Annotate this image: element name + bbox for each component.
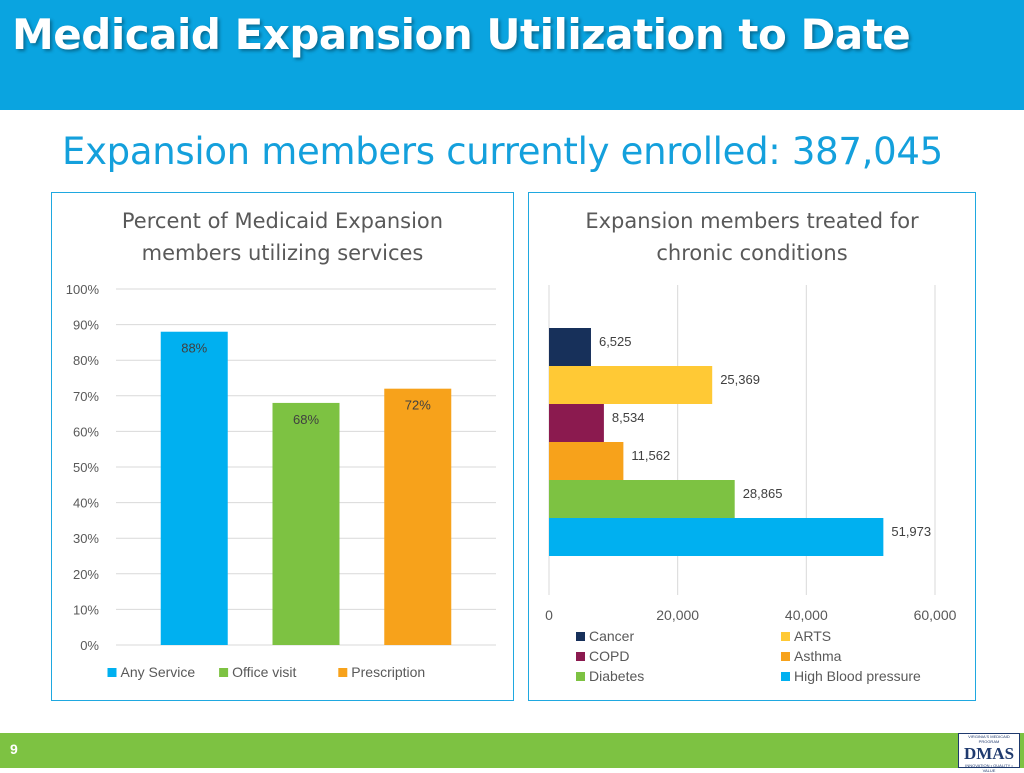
data-label: 28,865 bbox=[743, 486, 783, 501]
y-tick-label: 60% bbox=[73, 424, 99, 439]
utilization-chart-title-line-1: Percent of Medicaid Expansion bbox=[121, 209, 444, 233]
y-tick-label: 40% bbox=[73, 496, 99, 511]
header-bar: Medicaid Expansion Utilization to Date bbox=[0, 0, 1024, 110]
x-tick-label: 0 bbox=[545, 607, 553, 623]
legend-label: Prescription bbox=[351, 664, 425, 680]
logo-main-text: DMAS bbox=[963, 744, 1015, 763]
data-label: 8,534 bbox=[612, 410, 645, 425]
footer-bar: 9 bbox=[0, 733, 1024, 768]
utilization-chart-title: Percent of Medicaid Expansion members ut… bbox=[52, 205, 513, 269]
bar-cancer bbox=[549, 328, 591, 366]
y-tick-label: 80% bbox=[73, 353, 99, 368]
chronic-chart-title: Expansion members treated for chronic co… bbox=[529, 205, 975, 269]
legend-swatch-asthma bbox=[781, 652, 790, 661]
data-label: 72% bbox=[405, 398, 431, 413]
bar-office-visit bbox=[272, 402, 340, 645]
x-tick-label: 20,000 bbox=[656, 607, 699, 623]
y-tick-label: 50% bbox=[73, 460, 99, 475]
dmas-logo: VIRGINIA'S MEDICAID PROGRAM DMAS INNOVAT… bbox=[958, 733, 1020, 773]
data-label: 11,562 bbox=[631, 448, 670, 463]
y-tick-label: 100% bbox=[66, 282, 100, 297]
chronic-chart-title-line-1: Expansion members treated for bbox=[585, 209, 919, 233]
data-label: 68% bbox=[293, 412, 319, 427]
legend-swatch-arts bbox=[781, 632, 790, 641]
legend-label: High Blood pressure bbox=[794, 668, 921, 684]
legend-label: Diabetes bbox=[589, 668, 644, 684]
logo-top-text: VIRGINIA'S MEDICAID PROGRAM bbox=[968, 734, 1010, 744]
y-tick-label: 10% bbox=[73, 602, 99, 617]
legend-swatch-office-visit bbox=[219, 668, 229, 677]
data-label: 51,973 bbox=[891, 524, 931, 539]
y-tick-label: 20% bbox=[73, 567, 99, 582]
bar-any-service bbox=[160, 331, 228, 645]
bar-arts bbox=[549, 366, 713, 404]
legend-label: Office visit bbox=[232, 664, 296, 680]
y-tick-label: 30% bbox=[73, 531, 99, 546]
page-title: Medicaid Expansion Utilization to Date bbox=[12, 10, 911, 59]
legend-label: COPD bbox=[589, 648, 629, 664]
x-tick-label: 60,000 bbox=[914, 607, 957, 623]
y-tick-label: 0% bbox=[80, 638, 99, 653]
legend-swatch-copd bbox=[576, 652, 585, 661]
bar-high-blood-pressure bbox=[549, 518, 884, 556]
bar-prescription bbox=[384, 388, 452, 645]
chronic-chart-title-line-2: chronic conditions bbox=[656, 241, 848, 265]
utilization-chart-title-line-2: members utilizing services bbox=[141, 241, 424, 265]
bar-diabetes bbox=[549, 480, 735, 518]
y-tick-label: 70% bbox=[73, 389, 99, 404]
bar-asthma bbox=[549, 442, 624, 480]
page-number: 9 bbox=[10, 741, 18, 757]
x-tick-label: 40,000 bbox=[785, 607, 828, 623]
enrollment-subtitle: Expansion members currently enrolled: 38… bbox=[62, 130, 943, 173]
legend-swatch-prescription bbox=[338, 668, 348, 677]
utilization-chart-panel: Percent of Medicaid Expansion members ut… bbox=[51, 192, 514, 701]
logo-bottom-text: INNOVATION • QUALITY • VALUE bbox=[965, 763, 1013, 773]
chronic-chart-svg: 0 20,000 40,000 60,000 6,525 25,369 8,534 11,56… bbox=[545, 285, 957, 684]
utilization-chart-svg: 0% 10% 20% 30% 40% 50% 60% 70% 80% 90% 100% 88% 68% 7… bbox=[66, 282, 496, 680]
y-tick-label: 90% bbox=[73, 318, 99, 333]
legend-swatch-diabetes bbox=[576, 672, 585, 681]
legend-swatch-cancer bbox=[576, 632, 585, 641]
legend-label: Asthma bbox=[794, 648, 842, 664]
bar-copd bbox=[549, 404, 604, 442]
chronic-conditions-chart-panel: Expansion members treated for chronic co… bbox=[528, 192, 976, 701]
legend-label: Cancer bbox=[589, 628, 634, 644]
data-label: 25,369 bbox=[720, 372, 760, 387]
data-label: 88% bbox=[181, 341, 207, 356]
data-label: 6,525 bbox=[599, 334, 632, 349]
legend-swatch-any-service bbox=[107, 668, 117, 677]
legend-swatch-high-blood-pressure bbox=[781, 672, 790, 681]
legend-label: ARTS bbox=[794, 628, 831, 644]
legend-label: Any Service bbox=[121, 664, 196, 680]
